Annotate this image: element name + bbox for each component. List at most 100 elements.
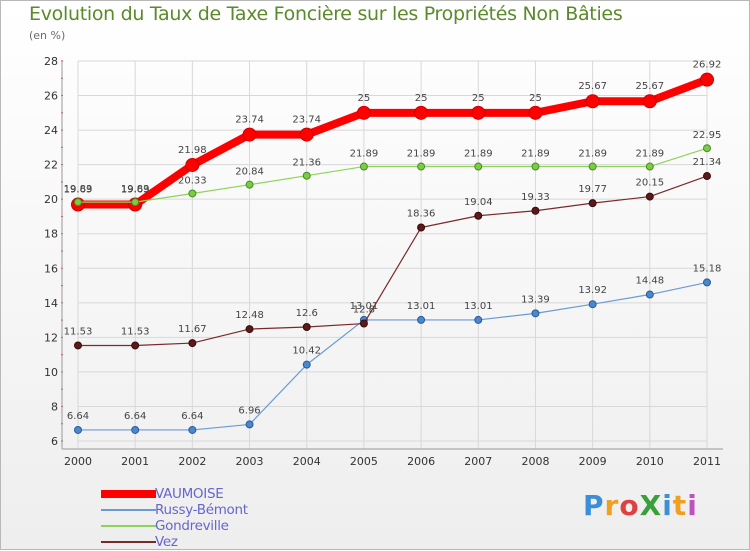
data-point: [299, 127, 314, 142]
data-point: [131, 425, 140, 434]
y-tick-label: 26: [44, 90, 58, 103]
data-label: 12.8: [353, 305, 375, 316]
data-label: 13.92: [578, 285, 607, 296]
legend-swatch: [101, 509, 156, 511]
data-point: [703, 172, 711, 181]
logo-letter: i: [687, 489, 698, 522]
x-tick-label: 2000: [64, 455, 92, 468]
data-label: 13.01: [350, 301, 379, 312]
data-point: [131, 198, 140, 207]
data-point: [645, 162, 654, 171]
data-point: [245, 325, 254, 334]
data-label: 20.33: [178, 175, 207, 186]
logo-letter: r: [604, 489, 620, 522]
y-tick-label: 24: [44, 124, 58, 137]
legend-swatch: [101, 541, 156, 543]
data-label: 6.64: [124, 411, 146, 422]
data-point: [588, 162, 597, 171]
data-point: [188, 425, 197, 434]
y-tick-label: 22: [44, 159, 58, 172]
logo-letter: P: [583, 489, 605, 522]
data-label: 23.74: [292, 115, 321, 126]
y-tick-label: 16: [44, 262, 58, 275]
grid: [77, 60, 708, 449]
series-layer: 19.69 19.69 21.98 23.74 23.74 25 25 25 25 25.67 25…: [64, 60, 722, 434]
data-point: [188, 189, 197, 198]
y-tick-label: 10: [44, 366, 58, 379]
y-tick-label: 18: [44, 228, 58, 241]
data-label: 6.64: [181, 411, 203, 422]
data-point: [185, 157, 200, 172]
data-label: 10.42: [292, 346, 321, 357]
data-label: 25: [529, 93, 542, 104]
legend-label: VAUMOISE: [155, 486, 224, 502]
data-point: [531, 206, 540, 215]
data-point: [585, 94, 600, 109]
legend-swatch: [101, 490, 156, 498]
series-vaumoise: 19.69 19.69 21.98 23.74 23.74 25 25 25 25 25.67 25…: [64, 60, 721, 212]
data-label: 11.53: [121, 326, 150, 337]
series-vez: 11.53 11.53 11.67 12.48 12.6 12.8 18.36 19.04 19…: [64, 157, 722, 350]
data-label: 12.6: [296, 308, 318, 319]
x-tick-label: 2001: [121, 455, 149, 468]
data-point: [356, 105, 371, 120]
data-label: 19.83: [121, 184, 150, 195]
data-point: [645, 290, 654, 299]
data-point: [474, 315, 483, 324]
data-label: 19.77: [578, 184, 607, 195]
y-tick-label: 6: [51, 435, 58, 448]
proxiti-logo: ProXiti: [583, 489, 698, 522]
x-tick-label: 2011: [693, 455, 721, 468]
y-axis-unit-label: (en %): [29, 29, 66, 42]
data-label: 25: [472, 93, 485, 104]
data-label: 23.74: [235, 115, 264, 126]
legend-label: Gondreville: [155, 518, 229, 534]
x-tick-label: 2008: [521, 455, 549, 468]
y-tick-label: 20: [44, 193, 58, 206]
data-label: 6.96: [238, 405, 260, 416]
series-line: [78, 75, 709, 209]
chart-title: Evolution du Taux de Taxe Foncière sur l…: [29, 3, 623, 25]
data-label: 18.36: [407, 209, 436, 220]
data-point: [471, 105, 486, 120]
data-label: 14.48: [635, 276, 664, 287]
series-line: [78, 281, 708, 431]
data-label: 19.83: [64, 184, 93, 195]
data-point: [417, 223, 426, 232]
x-tick-label: 2007: [464, 455, 492, 468]
data-label: 13.01: [464, 301, 493, 312]
data-label: 21.36: [292, 158, 321, 169]
data-point: [359, 319, 368, 328]
data-point: [414, 105, 429, 120]
series-russy-b-mont: 6.64 6.64 6.64 6.96 10.42 13.01 13.01 13.01 13.3…: [67, 263, 722, 434]
data-label: 15.18: [693, 263, 722, 274]
x-tick-label: 2002: [178, 455, 206, 468]
data-point: [302, 323, 311, 331]
data-point: [74, 425, 82, 434]
data-point: [74, 341, 82, 350]
data-label: 21.34: [693, 157, 722, 168]
series-line: [78, 175, 708, 347]
data-point: [359, 162, 368, 171]
data-label: 21.98: [178, 145, 207, 156]
x-tick-label: 2003: [236, 455, 264, 468]
data-label: 19.33: [521, 192, 550, 203]
data-label: 19.69: [64, 185, 93, 196]
data-point: [302, 171, 311, 180]
data-label: 21.89: [350, 149, 379, 160]
data-point: [642, 94, 657, 109]
data-point: [703, 144, 711, 153]
data-label: 13.01: [407, 301, 436, 312]
axes: 6 8 10 12 14 16 18 20 22 24 26 28 2000 2001 2002 2003 20…: [44, 55, 723, 468]
data-label: 12.48: [235, 310, 264, 321]
data-point: [417, 315, 426, 324]
data-point: [74, 198, 82, 207]
logo-letter: o: [619, 489, 640, 522]
data-point: [528, 105, 543, 120]
data-label: 19.69: [121, 185, 150, 196]
logo-letter: X: [639, 489, 663, 522]
data-point: [131, 341, 140, 350]
data-point: [302, 360, 311, 369]
